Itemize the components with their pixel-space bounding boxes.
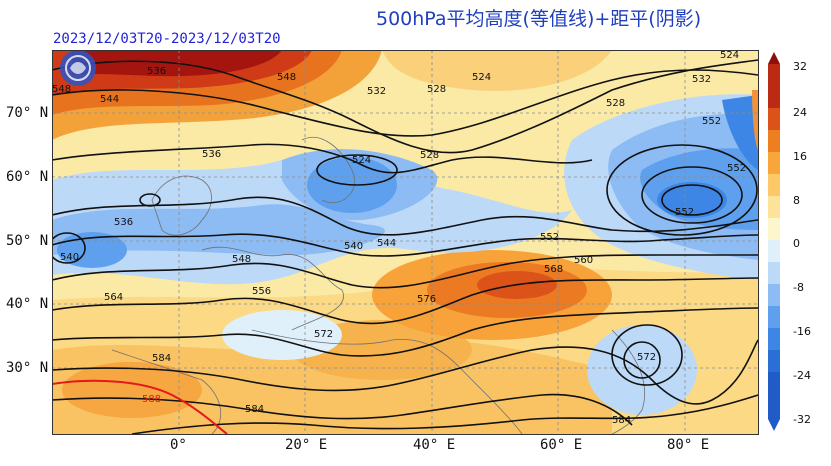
contour-label: 540: [60, 252, 79, 263]
cold-anomaly-atlantic-core: [57, 232, 127, 268]
contour-label: 576: [417, 294, 436, 305]
colorbar-tick: 24: [793, 106, 807, 119]
contour-label: 560: [574, 255, 593, 266]
contour-label: 528: [606, 98, 625, 109]
map-canvas: 536 544 548 548 532 528 524 532 524 528 …: [52, 50, 758, 434]
contour-label: 532: [367, 86, 386, 97]
contour-label-highlight: 588: [142, 394, 161, 405]
colorbar-tick: 8: [793, 194, 800, 207]
cold-anomaly-siberia-core: [657, 182, 727, 218]
contour-label: 524: [720, 50, 739, 61]
weather-agency-logo-icon: [60, 50, 96, 86]
cold-anomaly-med: [222, 310, 342, 360]
colorbar-tick: -24: [793, 369, 811, 382]
contour-label: 556: [252, 286, 271, 297]
contour-label: 584: [152, 353, 171, 364]
anomaly-map: 536 544 548 548 532 528 524 532 524 528 …: [52, 50, 758, 434]
contour-label: 552: [702, 116, 721, 127]
colorbar-tick: -32: [793, 413, 811, 426]
colorbar-tick: 0: [793, 237, 800, 250]
lat-label-40: 40° N: [6, 296, 49, 312]
contour-label: 544: [377, 238, 396, 249]
lon-label-60e: 60° E: [540, 437, 583, 453]
colorbar-tick: 32: [793, 60, 807, 73]
contour-label: 552: [675, 207, 694, 218]
lon-label-80e: 80° E: [667, 437, 710, 453]
contour-label: 544: [100, 94, 119, 105]
lat-label-70: 70° N: [6, 105, 49, 121]
contour-label: 552: [540, 232, 559, 243]
contour-label: 532: [692, 74, 711, 85]
cold-anomaly-india: [587, 325, 697, 415]
lat-label-50: 50° N: [6, 233, 49, 249]
map-title: 500hPa平均高度(等值线)+距平(阴影): [376, 8, 702, 30]
contour-label: 536: [147, 66, 166, 77]
lon-label-40e: 40° E: [413, 437, 456, 453]
coastlines: [111, 137, 646, 434]
contour-label: 568: [544, 264, 563, 275]
contour-label: 524: [352, 155, 371, 166]
warm-anomaly-edge: [752, 90, 758, 150]
map-frame: [52, 50, 759, 435]
contour-label: 552: [727, 163, 746, 174]
contour-label: 524: [472, 72, 491, 83]
warm-anomaly-north-center: [382, 50, 612, 91]
lon-label-20e: 20° E: [285, 437, 328, 453]
cold-anomaly-northeast: [722, 95, 758, 170]
date-range: 2023/12/03T20-2023/12/03T20: [53, 31, 281, 47]
contour-label: 536: [114, 217, 133, 228]
contour-label: 548: [232, 254, 251, 265]
contour-588-highlight: [52, 379, 228, 434]
lat-label-30: 30° N: [6, 360, 49, 376]
colorbar: [768, 52, 780, 431]
contour-label: 528: [427, 84, 446, 95]
contour-label: 548: [52, 84, 71, 95]
warm-anomaly-band: [52, 339, 612, 434]
warm-anomaly-africa: [62, 362, 202, 418]
contour-labels: 536 544 548 548 532 528 524 532 524 528 …: [52, 50, 746, 426]
colorbar-tick: -16: [793, 325, 811, 338]
contour-label: 584: [612, 415, 631, 426]
contour-label: 536: [202, 149, 221, 160]
height-contours: [52, 59, 758, 434]
colorbar-bottom-arrow: [768, 419, 780, 431]
colorbar-tick: 16: [793, 150, 807, 163]
contour-label: 572: [637, 352, 656, 363]
contour-label: 584: [245, 404, 264, 415]
contour-label: 564: [104, 292, 123, 303]
contour-label: 528: [420, 150, 439, 161]
colorbar-tick: -8: [793, 281, 804, 294]
contour-label: 572: [314, 329, 333, 340]
colorbar-top-arrow: [768, 52, 780, 64]
contour-label: 540: [344, 241, 363, 252]
lat-label-60: 60° N: [6, 169, 49, 185]
contour-label: 548: [277, 72, 296, 83]
lon-label-0: 0°: [170, 437, 187, 453]
